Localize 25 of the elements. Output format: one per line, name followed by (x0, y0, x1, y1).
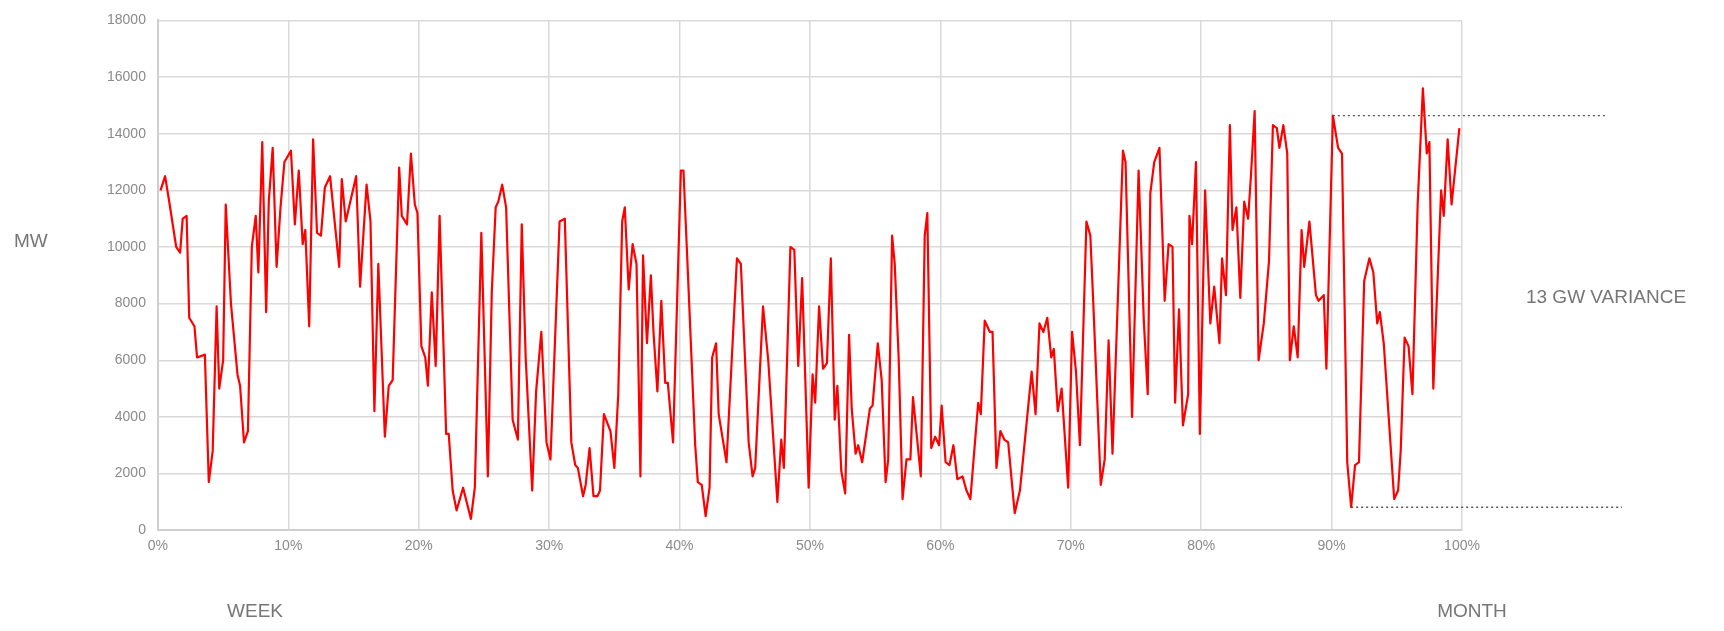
y-tick-label: 16000 (106, 67, 147, 84)
y-tick-label: 10000 (106, 237, 147, 254)
x-tick-label: 100% (1444, 537, 1480, 554)
x-tick-label: 80% (1187, 537, 1216, 554)
y-tick-label: 14000 (106, 124, 147, 141)
y-tick-label: 2000 (114, 464, 147, 481)
text: MONTH (1437, 600, 1507, 622)
y-tick-label: 8000 (114, 294, 147, 311)
text: 13 GW VARIANCE (1525, 285, 1687, 307)
x-tick-label: 40% (665, 537, 694, 554)
x-tick-label: 20% (404, 537, 433, 554)
x-tick-label: 90% (1317, 537, 1346, 554)
y-tick-label: 18000 (106, 11, 147, 28)
y-tick-label: 6000 (114, 351, 147, 368)
y-tick-label: 0 (138, 521, 147, 538)
x-tick-label: 50% (795, 537, 824, 554)
y-tick-label: 12000 (106, 181, 147, 198)
text: WEEK (227, 600, 284, 622)
y-tick-label: 4000 (114, 407, 147, 424)
x-tick-label: 0% (147, 537, 169, 554)
y-axis-title: MW (14, 230, 48, 252)
x-tick-label: 70% (1056, 537, 1085, 554)
x-tick-label: 10% (274, 537, 303, 554)
x-tick-label: 30% (535, 537, 564, 554)
x-tick-label: 60% (926, 537, 955, 554)
